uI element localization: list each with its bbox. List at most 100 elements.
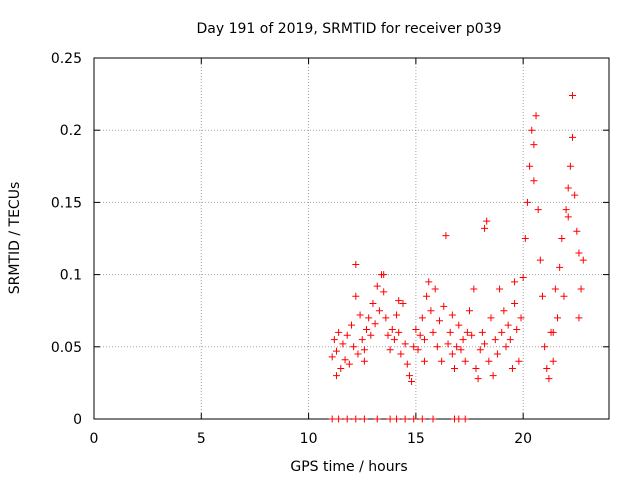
data-point <box>393 311 401 319</box>
y-tick-label: 0 <box>73 412 82 428</box>
y-tick-label: 0.15 <box>51 195 82 211</box>
data-point <box>470 285 478 293</box>
data-point <box>384 331 392 339</box>
data-point <box>442 232 450 240</box>
data-point <box>455 321 463 329</box>
data-point <box>560 292 568 300</box>
data-point <box>519 273 527 281</box>
data-point <box>569 92 577 100</box>
data-point <box>337 364 345 372</box>
data-point <box>435 317 443 325</box>
data-point <box>444 340 452 348</box>
x-tick-label: 5 <box>197 431 206 447</box>
data-point <box>476 346 484 354</box>
data-point <box>504 321 512 329</box>
data-point <box>339 340 347 348</box>
data-point <box>423 292 431 300</box>
data-point <box>416 331 424 339</box>
data-point <box>358 336 366 344</box>
data-point <box>425 278 433 286</box>
data-point <box>481 340 489 348</box>
data-point <box>532 112 540 120</box>
data-point <box>388 325 396 333</box>
data-point <box>498 328 506 336</box>
data-point <box>348 321 355 329</box>
data-point <box>418 314 426 322</box>
data-point <box>549 357 557 365</box>
data-point <box>468 331 476 339</box>
data-point <box>528 126 536 134</box>
data-point <box>393 415 401 423</box>
data-point <box>541 343 549 351</box>
data-point <box>410 343 418 351</box>
data-point <box>360 346 368 354</box>
data-point <box>345 360 353 368</box>
data-point <box>382 314 390 322</box>
data-point <box>440 302 448 310</box>
data-point <box>543 364 551 372</box>
data-point <box>401 415 409 423</box>
data-point <box>564 184 572 192</box>
data-point <box>352 292 360 300</box>
data-point <box>496 285 504 293</box>
data-point <box>511 299 519 307</box>
data-point <box>420 336 428 344</box>
data-point <box>575 314 583 322</box>
data-point <box>491 336 499 344</box>
data-point <box>401 340 409 348</box>
data-point <box>466 307 474 315</box>
data-point <box>373 415 381 423</box>
data-point <box>330 336 338 344</box>
data-point <box>375 307 383 315</box>
data-point <box>523 198 531 206</box>
x-axis-label: GPS time / hours <box>290 459 407 475</box>
axis-ticks: 0 5 10 15 20 0 0.05 0.1 0.15 0.2 0.25 <box>51 51 609 447</box>
data-point <box>429 328 437 336</box>
data-point <box>575 249 583 257</box>
data-point <box>521 235 529 242</box>
data-point <box>508 364 516 372</box>
data-point <box>526 162 534 170</box>
data-point <box>493 350 501 358</box>
data-point <box>573 227 581 235</box>
chart-title: Day 191 of 2019, SRMTID for receiver p03… <box>196 21 501 37</box>
data-point <box>489 372 497 380</box>
data-point <box>558 235 566 242</box>
data-point <box>356 311 364 319</box>
data-point <box>414 346 422 354</box>
data-point <box>566 162 574 170</box>
data-point <box>536 256 544 264</box>
data-point <box>564 213 572 221</box>
data-point <box>554 314 561 322</box>
x-tick-label: 10 <box>300 431 318 447</box>
data-point <box>461 415 469 423</box>
data-point <box>513 325 521 333</box>
data-point <box>341 356 349 364</box>
data-point <box>551 285 559 293</box>
data-point <box>335 415 343 423</box>
x-tick-label: 0 <box>90 431 99 447</box>
data-point <box>451 364 458 372</box>
data-point <box>453 343 461 351</box>
data-point <box>418 415 426 423</box>
data-point <box>571 191 579 199</box>
data-point <box>360 357 368 365</box>
data-point <box>328 353 336 361</box>
y-tick-label: 0.1 <box>60 268 82 284</box>
data-point <box>538 292 546 300</box>
data-point <box>448 311 456 319</box>
data-point <box>506 336 514 344</box>
data-point <box>485 357 493 365</box>
data-point <box>395 328 403 336</box>
data-point <box>483 217 491 225</box>
data-point <box>350 343 358 351</box>
x-tick-label: 15 <box>407 431 425 447</box>
y-axis-label: SRMTID / TECUs <box>7 182 23 295</box>
data-point <box>380 271 388 279</box>
data-point <box>562 206 570 214</box>
data-point <box>502 343 510 351</box>
data-point <box>369 299 377 307</box>
data-point <box>328 415 336 423</box>
data-point <box>549 328 557 336</box>
